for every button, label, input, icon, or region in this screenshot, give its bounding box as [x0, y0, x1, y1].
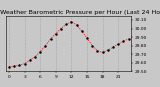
- Title: Milwaukee Weather Barometric Pressure per Hour (Last 24 Hours): Milwaukee Weather Barometric Pressure pe…: [0, 10, 160, 15]
